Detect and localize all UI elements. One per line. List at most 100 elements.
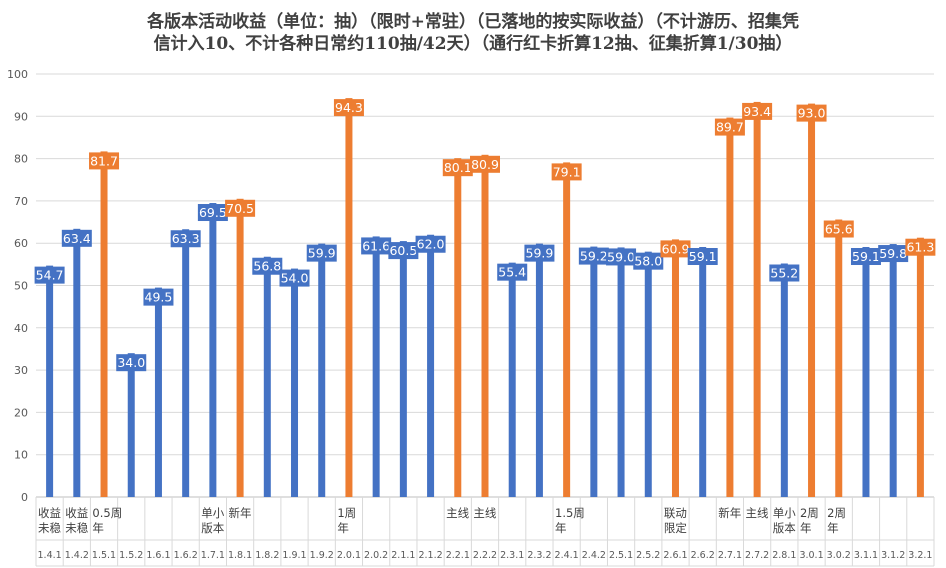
data-label-box — [823, 220, 854, 238]
data-label-box — [225, 199, 256, 217]
bar — [753, 101, 761, 497]
data-label-box — [524, 244, 555, 262]
data-label: 49.5 — [145, 290, 173, 305]
y-tick-label: 80 — [14, 153, 28, 166]
category-version: 2.1.2 — [418, 550, 442, 561]
category-note: 2周 — [800, 506, 819, 520]
bar — [427, 234, 435, 498]
data-label: 59.0 — [607, 249, 635, 264]
category-version: 2.8.1 — [772, 550, 796, 561]
data-label-box — [551, 163, 582, 181]
category-note: 1周 — [337, 506, 356, 520]
category-note: 收益 — [38, 506, 61, 520]
bar — [318, 243, 326, 497]
data-label-box — [89, 152, 120, 170]
category-version: 2.5.1 — [609, 550, 633, 561]
data-label: 93.0 — [798, 106, 826, 121]
category-note: 新年 — [718, 506, 741, 520]
data-label: 55.2 — [770, 266, 798, 281]
bar — [699, 247, 707, 497]
data-label-box — [905, 238, 936, 256]
category-note: 未稳 — [65, 521, 88, 535]
category-version: 2.2.1 — [446, 550, 470, 561]
category-version: 2.2.2 — [473, 550, 497, 561]
data-label: 94.3 — [335, 100, 363, 115]
category-version: 3.2.1 — [908, 550, 932, 561]
data-label: 80.1 — [444, 160, 472, 175]
data-label: 62.0 — [417, 237, 445, 252]
bar — [154, 287, 162, 497]
data-label-box — [606, 248, 637, 266]
category-version: 3.1.1 — [854, 550, 878, 561]
bar — [671, 239, 679, 497]
category-version: 3.1.2 — [881, 550, 905, 561]
category-version: 1.4.1 — [38, 550, 62, 561]
data-label-box — [878, 245, 909, 263]
data-label: 54.0 — [281, 271, 309, 286]
y-tick-label: 70 — [14, 195, 28, 208]
bar — [617, 247, 625, 497]
bar — [372, 236, 380, 497]
category-note: 主线 — [746, 506, 769, 520]
category-note: 主线 — [473, 506, 496, 520]
category-version: 2.6.2 — [691, 550, 715, 561]
y-tick-label: 100 — [7, 68, 28, 81]
category-version: 1.4.2 — [65, 550, 89, 561]
data-label: 55.4 — [498, 265, 526, 280]
category-note: 年 — [800, 521, 812, 535]
chart-title: 各版本活动收益（单位：抽）（限时+常驻）（已落地的按实际收益）（不计游历、招集凭… — [146, 11, 799, 54]
data-label: 60.5 — [389, 243, 417, 258]
category-version: 2.5.2 — [636, 550, 660, 561]
y-tick-label: 30 — [14, 364, 28, 377]
bar — [100, 151, 108, 497]
category-note: 版本 — [773, 521, 796, 535]
data-label: 80.9 — [471, 157, 499, 172]
bar — [563, 162, 571, 498]
category-version: 1.9.1 — [282, 550, 306, 561]
data-label-box — [333, 99, 364, 117]
category-version: 2.3.1 — [500, 550, 524, 561]
category-version: 2.3.2 — [527, 550, 551, 561]
bar — [345, 98, 353, 498]
data-label-box — [252, 257, 283, 275]
data-label: 61.3 — [906, 240, 934, 255]
category-version: 2.4.1 — [555, 550, 579, 561]
data-label-box — [633, 252, 664, 270]
data-label: 59.8 — [879, 246, 907, 261]
category-version: 2.1.1 — [391, 550, 415, 561]
data-label-box — [388, 242, 419, 260]
data-label-box — [361, 237, 392, 255]
data-labels: 54.7 63.4 81.7 34.0 49.5 63.3 69.5 70.5 56.854.0… — [34, 99, 936, 372]
y-tick-label: 40 — [14, 322, 28, 335]
bar — [399, 241, 407, 497]
data-label: 61.6 — [362, 238, 390, 253]
bar — [590, 246, 598, 497]
category-version: 3.0.2 — [827, 550, 851, 561]
data-label: 59.2 — [580, 249, 608, 264]
category-note: 年 — [827, 521, 839, 535]
data-label-box — [578, 247, 609, 265]
bar — [889, 244, 897, 497]
bar — [291, 268, 299, 497]
category-note: 收益 — [65, 506, 88, 520]
data-label: 54.7 — [36, 268, 64, 283]
category-note: 1.5周 — [555, 506, 585, 520]
y-tick-label: 10 — [14, 449, 28, 462]
data-label: 59.1 — [689, 249, 717, 264]
data-label-box — [850, 248, 881, 266]
category-version: 1.8.1 — [228, 550, 252, 561]
data-label-box — [197, 204, 228, 222]
y-tick-label: 20 — [14, 406, 28, 419]
bar — [209, 203, 217, 497]
data-label-box — [415, 235, 446, 253]
chart-title-line: 信计入10、不计各种日常约110抽/42天）（通行红卡折算12抽、征集折算1/3… — [154, 33, 793, 54]
data-label-box — [442, 159, 473, 177]
data-label-box — [116, 354, 147, 372]
category-note: 2周 — [827, 506, 846, 520]
category-note: 新年 — [228, 506, 251, 520]
category-version: 2.6.1 — [663, 550, 687, 561]
data-label-box — [143, 288, 174, 306]
bar — [236, 198, 244, 497]
bar — [644, 251, 652, 497]
